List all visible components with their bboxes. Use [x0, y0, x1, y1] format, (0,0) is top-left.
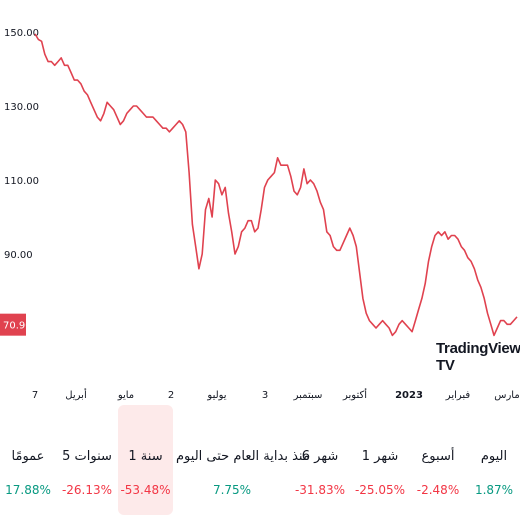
x-tick-label: 7	[32, 390, 38, 401]
y-tick-label: 130.00	[4, 102, 39, 113]
performance-period-value: 17.88%	[5, 483, 51, 497]
y-tick-label: 90.00	[4, 250, 33, 261]
performance-period-7[interactable]: اليوم 1.87%	[468, 405, 520, 515]
performance-period-label: عمومًا	[11, 449, 45, 464]
y-tick-label: 150.00	[4, 28, 39, 39]
performance-period-1[interactable]: 5 سنوات -26.13%	[58, 405, 116, 515]
performance-period-3[interactable]: منذ بداية العام حتى اليوم 7.75%	[176, 405, 310, 515]
last-price-label: 70.90	[3, 321, 32, 332]
x-tick-label: سبتمبر	[293, 390, 323, 401]
x-tick-label: 2023	[395, 390, 423, 401]
tradingview-logo: TradingView TV	[436, 340, 520, 374]
performance-period-0[interactable]: عمومًا 17.88%	[0, 405, 56, 515]
performance-period-5[interactable]: 1 شهر -25.05%	[352, 405, 408, 515]
performance-period-4[interactable]: 6 شهر -31.83%	[290, 405, 350, 515]
performance-period-label: 6 شهر	[301, 449, 339, 464]
performance-period-label: منذ بداية العام حتى اليوم	[176, 449, 310, 464]
price-chart: 150.00 130.00 110.00 90.00 7 أبريل مايو 2 يوليو…	[0, 28, 520, 401]
x-tick-label: مايو	[117, 390, 134, 401]
x-tick-label: 2	[168, 390, 174, 401]
x-tick-label: 3	[262, 390, 268, 401]
performance-period-label: 1 سنة	[128, 449, 163, 464]
performance-period-value: -25.05%	[354, 483, 406, 497]
performance-strip: عمومًا 17.88% 5 سنوات -26.13% 1 سنة -53.48% من…	[0, 405, 520, 520]
y-axis: 150.00 130.00 110.00 90.00	[4, 28, 39, 261]
performance-period-value: 7.75%	[212, 483, 252, 497]
last-price-marker: 70.90	[0, 313, 32, 336]
price-line	[34, 33, 518, 337]
x-tick-label: مارس	[494, 390, 519, 401]
performance-period-label: 5 سنوات	[62, 449, 112, 464]
x-tick-label: فبراير	[445, 390, 471, 401]
performance-period-label: أسبوع	[421, 449, 455, 464]
x-axis: 7 أبريل مايو 2 يوليو 3 سبتمبر أكتوبر 2023 فبراير م…	[32, 388, 520, 401]
performance-period-2[interactable]: 1 سنة -53.48%	[118, 405, 173, 515]
x-tick-label: أبريل	[65, 388, 87, 401]
performance-period-value: -31.83%	[294, 483, 346, 497]
last-price-badge	[0, 313, 26, 336]
performance-period-value: -2.48%	[416, 483, 460, 497]
performance-period-6[interactable]: أسبوع -2.48%	[410, 405, 466, 515]
performance-period-value: 1.87%	[474, 483, 514, 497]
performance-period-value: -53.48%	[120, 483, 171, 497]
x-tick-label: يوليو	[206, 390, 226, 401]
y-tick-label: 110.00	[4, 176, 39, 187]
x-tick-label: أكتوبر	[342, 388, 367, 401]
performance-period-label: 1 شهر	[361, 449, 399, 464]
performance-period-value: -26.13%	[61, 483, 113, 497]
performance-period-label: اليوم	[480, 449, 508, 464]
